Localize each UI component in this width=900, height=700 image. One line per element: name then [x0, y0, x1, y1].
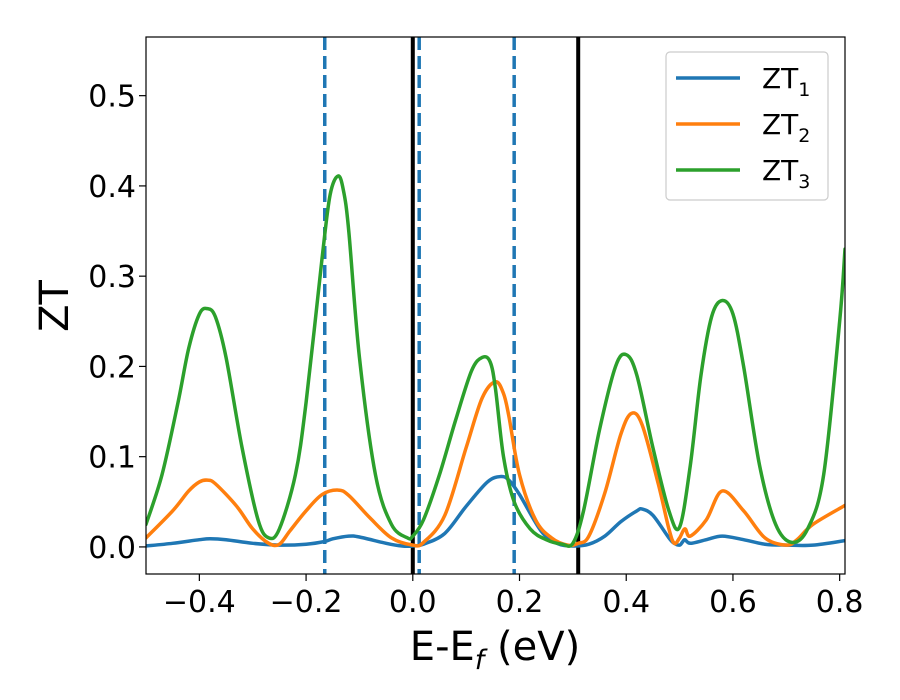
x-tick-label: 0.2 [496, 585, 544, 620]
series-line-zt1 [146, 474, 845, 549]
legend-label-zt3: ZT3 [762, 154, 810, 193]
x-tick-label: 0.6 [709, 585, 757, 620]
plot-frame [145, 36, 846, 575]
x-tick-label: 0.0 [389, 585, 437, 620]
x-axis-ticks: −0.4 −0.2 0.0 0.2 0.4 0.6 0.8 [163, 574, 864, 620]
series-line-zt2 [146, 380, 845, 548]
reference-lines [323, 37, 581, 574]
y-tick-label: 0.5 [88, 80, 136, 115]
x-tick-label: −0.4 [163, 585, 236, 620]
x-tick-label: −0.2 [270, 585, 343, 620]
series-lines [146, 174, 845, 549]
x-tick-label: 0.8 [816, 585, 864, 620]
legend-label-zt1: ZT1 [762, 62, 810, 101]
legend-label-zt2: ZT2 [762, 108, 810, 147]
y-axis-label: ZT [32, 280, 78, 332]
y-tick-label: 0.0 [88, 531, 136, 566]
y-axis-ticks: 0.0 0.1 0.2 0.3 0.4 0.5 [88, 80, 146, 566]
legend: ZT1 ZT2 ZT3 [665, 51, 829, 201]
x-axis-label-unit: (eV) [484, 624, 580, 670]
y-tick-label: 0.3 [88, 260, 136, 295]
series-line-zt3 [146, 174, 845, 548]
y-tick-label: 0.2 [88, 350, 136, 385]
x-axis-label: E-Ef (eV) [410, 624, 580, 676]
x-axis-label-main: E-E [410, 624, 475, 670]
x-tick-label: 0.4 [602, 585, 650, 620]
y-tick-label: 0.4 [88, 170, 136, 205]
y-tick-label: 0.1 [88, 441, 136, 476]
legend-box [665, 51, 829, 201]
